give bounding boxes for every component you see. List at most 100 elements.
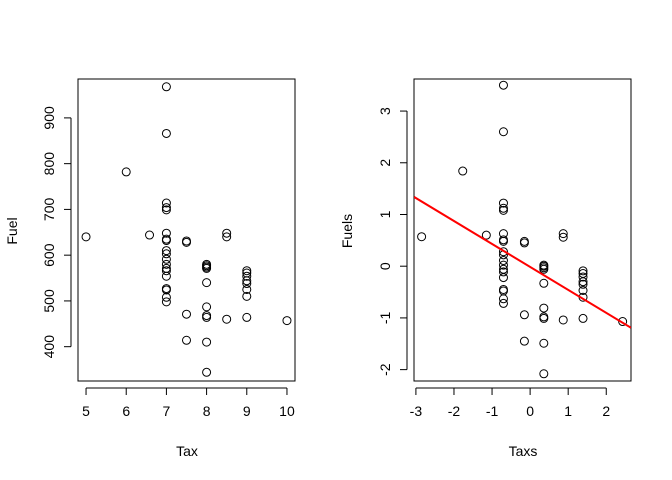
data-point — [242, 279, 252, 289]
x-tick-label: 5 — [82, 403, 90, 419]
data-point — [242, 271, 252, 281]
data-point — [81, 232, 91, 242]
data-point — [498, 298, 508, 308]
x-tick-label: 6 — [122, 403, 130, 419]
y-tick-label: -1 — [377, 311, 393, 324]
x-tick-label: 0 — [526, 403, 534, 419]
data-point — [161, 297, 171, 307]
y-tick-label: -2 — [377, 363, 393, 376]
data-point — [161, 82, 171, 92]
data-point — [578, 277, 588, 287]
data-point — [618, 317, 628, 327]
data-point — [242, 284, 252, 294]
y-tick-label: 3 — [377, 107, 393, 115]
data-point — [578, 272, 588, 282]
data-point — [498, 260, 508, 270]
y-tick-label: 500 — [41, 289, 57, 313]
fuel-vs-tax-panel: Tax Fuel 5 6 7 8 9 10 400 500 600 700 800 900 — [4, 78, 296, 459]
data-point — [161, 271, 171, 281]
data-point — [498, 236, 508, 246]
x-tick-label: 8 — [203, 403, 211, 419]
x-tick-label: -3 — [410, 403, 423, 419]
regression-line — [414, 196, 631, 329]
x-tick-label: 9 — [243, 403, 251, 419]
data-point — [161, 128, 171, 138]
y-tick-label: 600 — [41, 243, 57, 267]
x-tick-label: 1 — [564, 403, 572, 419]
y-tick-label: 1 — [377, 210, 393, 218]
x-axis-title: Tax — [176, 443, 198, 459]
x-tick-label: 7 — [163, 403, 171, 419]
x-tick-label: -2 — [448, 403, 461, 419]
data-point — [458, 166, 468, 176]
data-point — [161, 228, 171, 238]
y-axis-title: Fuels — [339, 214, 355, 248]
data-point — [498, 127, 508, 137]
data-point — [558, 315, 568, 325]
data-point — [498, 267, 508, 277]
data-point — [498, 273, 508, 283]
data-point — [578, 313, 588, 323]
data-point — [222, 228, 232, 238]
data-point — [578, 266, 588, 276]
data-point — [539, 313, 549, 323]
x-tick-label: -1 — [486, 403, 499, 419]
data-point — [498, 247, 508, 257]
data-point — [578, 286, 588, 296]
data-point — [161, 259, 171, 269]
y-tick-label: 700 — [41, 198, 57, 222]
data-point — [519, 238, 529, 248]
data-point — [539, 264, 549, 274]
data-point — [519, 310, 529, 320]
data-point — [161, 249, 171, 259]
data-point — [182, 237, 191, 247]
y-tick-label: 0 — [377, 262, 393, 270]
data-point — [161, 266, 171, 276]
data-point — [161, 254, 171, 264]
data-point — [539, 369, 549, 379]
y-tick-label: 800 — [41, 152, 57, 176]
data-point — [161, 246, 171, 256]
data-point — [282, 316, 292, 326]
data-point — [161, 198, 171, 208]
data-point — [202, 367, 212, 377]
data-point — [121, 167, 131, 177]
data-point — [558, 229, 568, 239]
x-tick-label: 2 — [602, 403, 610, 419]
data-point — [539, 303, 549, 313]
data-point — [498, 203, 508, 213]
data-point — [182, 335, 191, 345]
data-point — [202, 278, 212, 288]
y-tick-label: 900 — [41, 106, 57, 130]
data-point — [161, 285, 171, 295]
data-point — [498, 198, 508, 208]
data-point — [498, 294, 508, 304]
data-point — [242, 312, 252, 322]
data-point — [481, 230, 491, 240]
data-point — [202, 263, 212, 273]
fuels-vs-taxs-panel: Taxs Fuels -3 -2 -1 0 1 2 -2 -1 0 1 2 3 — [339, 78, 632, 459]
data-point — [539, 338, 549, 348]
data-point — [202, 302, 212, 312]
x-axis-title: Taxs — [509, 443, 538, 459]
data-point — [202, 312, 212, 322]
plot-frame — [77, 78, 296, 382]
data-point — [242, 291, 252, 301]
data-point — [222, 232, 232, 242]
data-point — [161, 236, 171, 246]
data-point — [539, 278, 549, 288]
y-axis-title: Fuel — [4, 217, 20, 244]
plot-frame — [413, 78, 632, 382]
x-tick-label: 10 — [279, 403, 295, 419]
data-point — [182, 309, 191, 319]
data-point — [578, 279, 588, 289]
data-point — [558, 232, 568, 242]
data-point — [242, 276, 252, 286]
data-point — [161, 205, 171, 215]
data-point — [161, 203, 171, 213]
data-point — [498, 80, 508, 90]
data-point — [498, 205, 508, 215]
data-point — [222, 314, 232, 324]
data-point — [417, 232, 427, 242]
